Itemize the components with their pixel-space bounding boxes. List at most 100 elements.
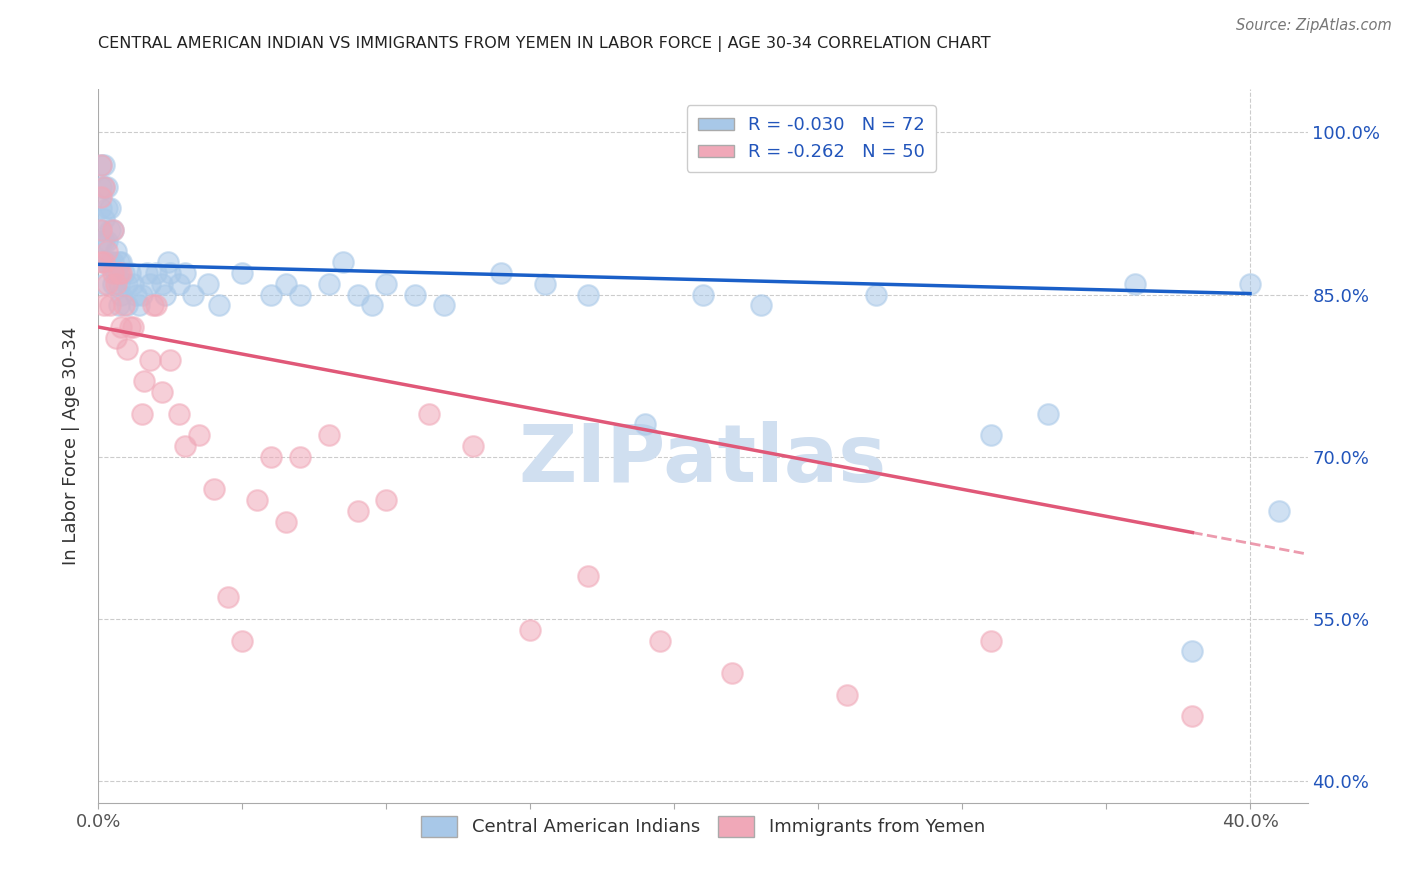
Point bbox=[835, 688, 858, 702]
Point bbox=[274, 277, 297, 291]
Point bbox=[93, 234, 115, 248]
Point bbox=[110, 287, 132, 301]
Point bbox=[634, 417, 657, 432]
Point bbox=[101, 255, 124, 269]
Point bbox=[980, 428, 1002, 442]
Point bbox=[93, 158, 115, 172]
Point bbox=[173, 266, 195, 280]
Point bbox=[692, 287, 714, 301]
Point bbox=[1038, 407, 1060, 421]
Point bbox=[197, 277, 219, 291]
Text: ZIPatlas: ZIPatlas bbox=[519, 421, 887, 500]
Point bbox=[720, 666, 742, 681]
Point bbox=[139, 352, 162, 367]
Point bbox=[90, 158, 112, 172]
Point bbox=[131, 287, 153, 301]
Point bbox=[361, 298, 384, 312]
Point bbox=[156, 255, 179, 269]
Point bbox=[134, 374, 156, 388]
Point bbox=[260, 450, 283, 464]
Point bbox=[96, 179, 118, 194]
Point bbox=[115, 298, 138, 312]
Point bbox=[404, 287, 426, 301]
Point bbox=[128, 298, 150, 312]
Point bbox=[318, 277, 340, 291]
Point bbox=[159, 352, 181, 367]
Point bbox=[533, 277, 555, 291]
Point bbox=[90, 223, 112, 237]
Point bbox=[418, 407, 440, 421]
Point bbox=[346, 504, 368, 518]
Point bbox=[125, 287, 148, 301]
Point bbox=[101, 223, 124, 237]
Point bbox=[980, 633, 1002, 648]
Y-axis label: In Labor Force | Age 30-34: In Labor Force | Age 30-34 bbox=[62, 326, 80, 566]
Point bbox=[346, 287, 368, 301]
Legend: Central American Indians, Immigrants from Yemen: Central American Indians, Immigrants fro… bbox=[413, 808, 993, 844]
Point bbox=[98, 298, 121, 312]
Point bbox=[150, 384, 173, 399]
Point bbox=[104, 331, 127, 345]
Point bbox=[115, 277, 138, 291]
Point bbox=[136, 266, 159, 280]
Point bbox=[93, 255, 115, 269]
Point bbox=[90, 158, 112, 172]
Point bbox=[749, 298, 772, 312]
Point bbox=[90, 255, 112, 269]
Point bbox=[145, 298, 167, 312]
Point bbox=[104, 244, 127, 259]
Point bbox=[90, 190, 112, 204]
Point bbox=[167, 277, 190, 291]
Point bbox=[98, 223, 121, 237]
Point bbox=[461, 439, 484, 453]
Point bbox=[96, 234, 118, 248]
Point bbox=[1239, 277, 1261, 291]
Point bbox=[112, 266, 135, 280]
Point bbox=[93, 277, 115, 291]
Point bbox=[107, 255, 129, 269]
Point bbox=[1123, 277, 1146, 291]
Point bbox=[90, 223, 112, 237]
Point bbox=[519, 623, 541, 637]
Point bbox=[648, 633, 671, 648]
Point bbox=[139, 277, 162, 291]
Point bbox=[1181, 709, 1204, 723]
Point bbox=[274, 515, 297, 529]
Point bbox=[110, 255, 132, 269]
Point bbox=[93, 255, 115, 269]
Point bbox=[288, 450, 311, 464]
Point bbox=[576, 568, 599, 582]
Point bbox=[90, 179, 112, 194]
Point bbox=[260, 287, 283, 301]
Point bbox=[1181, 644, 1204, 658]
Point bbox=[107, 266, 129, 280]
Point bbox=[375, 493, 398, 508]
Point bbox=[96, 255, 118, 269]
Point bbox=[98, 255, 121, 269]
Point bbox=[318, 428, 340, 442]
Point bbox=[173, 439, 195, 453]
Point bbox=[107, 298, 129, 312]
Point bbox=[93, 179, 115, 194]
Point bbox=[231, 633, 253, 648]
Point bbox=[107, 277, 129, 291]
Point bbox=[433, 298, 456, 312]
Point bbox=[159, 266, 181, 280]
Point bbox=[120, 320, 142, 334]
Point bbox=[288, 287, 311, 301]
Point bbox=[231, 266, 253, 280]
Point bbox=[153, 287, 176, 301]
Point bbox=[98, 201, 121, 215]
Point bbox=[104, 266, 127, 280]
Point bbox=[183, 287, 205, 301]
Text: CENTRAL AMERICAN INDIAN VS IMMIGRANTS FROM YEMEN IN LABOR FORCE | AGE 30-34 CORR: CENTRAL AMERICAN INDIAN VS IMMIGRANTS FR… bbox=[98, 36, 991, 52]
Point bbox=[101, 223, 124, 237]
Point bbox=[150, 277, 173, 291]
Point bbox=[90, 201, 112, 215]
Point bbox=[120, 266, 142, 280]
Point bbox=[110, 320, 132, 334]
Point bbox=[246, 493, 269, 508]
Point bbox=[375, 277, 398, 291]
Point bbox=[110, 266, 132, 280]
Point bbox=[90, 234, 112, 248]
